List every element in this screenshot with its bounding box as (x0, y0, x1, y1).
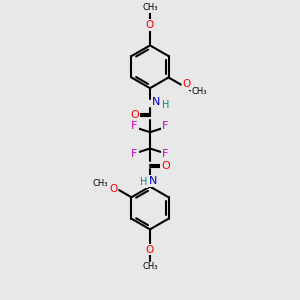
Text: CH₃: CH₃ (93, 179, 108, 188)
Text: O: O (182, 79, 191, 89)
Text: F: F (162, 121, 169, 131)
Text: CH₃: CH₃ (191, 87, 207, 96)
Text: CH₃: CH₃ (142, 262, 158, 271)
Text: H: H (140, 177, 147, 187)
Text: H: H (162, 100, 169, 110)
Text: O: O (146, 244, 154, 255)
Text: CH₃: CH₃ (142, 3, 158, 12)
Text: F: F (131, 121, 138, 131)
Text: N: N (152, 98, 161, 107)
Text: O: O (146, 20, 154, 30)
Text: O: O (130, 110, 139, 120)
Text: O: O (161, 161, 170, 171)
Text: O: O (109, 184, 118, 194)
Text: F: F (131, 149, 138, 160)
Text: N: N (149, 176, 157, 186)
Text: F: F (162, 149, 169, 160)
